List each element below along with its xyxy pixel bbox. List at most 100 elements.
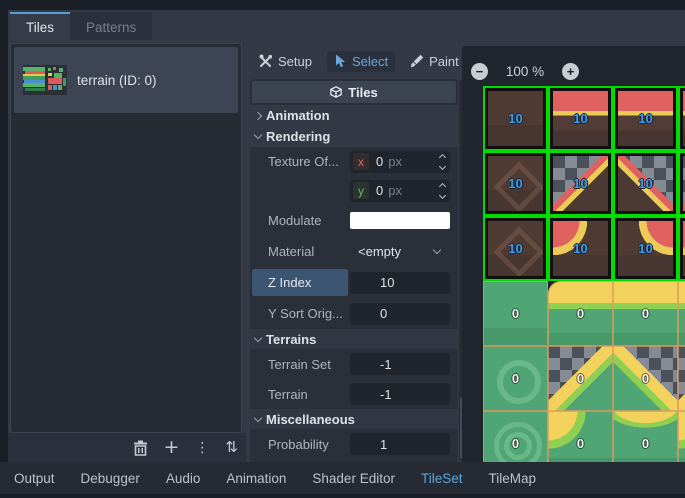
- source-tabbar: Tiles Patterns: [10, 12, 153, 40]
- chevron-down-icon: [253, 413, 263, 422]
- atlas-tile-r1-c2[interactable]: 10: [615, 153, 676, 214]
- bottom-tab-debugger[interactable]: Debugger: [80, 470, 140, 486]
- sources-toolbar: + ⋮ ⇅: [8, 433, 246, 462]
- probability-value: 1: [380, 436, 388, 452]
- step-up-icon: [438, 182, 447, 190]
- probability-field[interactable]: 1: [350, 433, 450, 455]
- atlas-viewport[interactable]: − 100 % + 101010101010101010101010000000…: [462, 46, 685, 462]
- inspector-header: Tiles: [252, 81, 456, 103]
- tile-alternative-id-label: 0: [576, 306, 585, 321]
- atlas-tile-r3-c1[interactable]: 0: [548, 281, 613, 346]
- terrain-label: Terrain: [268, 386, 308, 402]
- setup-tools-icon: [259, 54, 272, 67]
- tile-alternative-id-label: 10: [638, 241, 653, 256]
- atlas-tile-r5-c3[interactable]: 0: [678, 411, 685, 462]
- tile-alternative-id-label: 0: [511, 371, 520, 386]
- material-dropdown-chevron-icon: [432, 245, 442, 255]
- y-sort-origin-field[interactable]: 0: [350, 302, 450, 325]
- paint-brush-icon: [410, 54, 424, 68]
- atlas-grid[interactable]: 101010101010101010101010000000000000: [483, 86, 685, 462]
- material-dropdown[interactable]: <empty: [350, 241, 450, 263]
- tile-sources-list[interactable]: terrain (ID: 0): [10, 43, 242, 433]
- terrain-set-label: Terrain Set: [268, 356, 331, 372]
- modulate-color-swatch[interactable]: [350, 212, 450, 229]
- atlas-tile-r3-c0[interactable]: 0: [483, 281, 548, 346]
- tileset-thumbnail: [23, 65, 67, 95]
- bottom-tab-tilemap[interactable]: TileMap: [488, 470, 536, 486]
- bottom-tab-animation[interactable]: Animation: [226, 470, 287, 486]
- section-terrains[interactable]: Terrains: [250, 329, 458, 349]
- tile-alternative-id-label: 0: [576, 371, 585, 386]
- tile-inspector: Tiles Animation Rendering Texture Of... …: [250, 79, 458, 462]
- atlas-tile-r4-c2[interactable]: 0: [613, 346, 678, 411]
- source-item-terrain[interactable]: terrain (ID: 0): [14, 47, 238, 113]
- atlas-tile-r0-c2[interactable]: 10: [615, 88, 676, 149]
- atlas-tile-r0-c3[interactable]: 10: [680, 88, 685, 149]
- atlas-tile-r5-c1[interactable]: 0: [548, 411, 613, 462]
- bottom-tab-tileset[interactable]: TileSet: [420, 470, 463, 486]
- tab-patterns-label: Patterns: [86, 19, 137, 35]
- spinbox-stepper[interactable]: [438, 182, 447, 199]
- add-source-button[interactable]: +: [163, 436, 180, 458]
- row-material: Material <empty: [250, 236, 458, 267]
- atlas-tile-r1-c0[interactable]: 10: [485, 153, 546, 214]
- atlas-tile-r2-c2[interactable]: 10: [615, 218, 676, 279]
- bottom-tab-audio[interactable]: Audio: [165, 470, 201, 486]
- tile-alternative-id-label: 0: [678, 281, 685, 346]
- tab-tiles[interactable]: Tiles: [10, 12, 71, 40]
- section-miscellaneous-label: Miscellaneous: [266, 411, 355, 427]
- tile-alternative-id-label: 10: [508, 111, 523, 126]
- tile-alternative-id-label: 10: [573, 111, 588, 126]
- px-suffix: px: [388, 183, 402, 198]
- atlas-tile-r2-c0[interactable]: 10: [485, 218, 546, 279]
- row-terrain-set: Terrain Set -1: [250, 349, 458, 379]
- atlas-tile-r5-c0[interactable]: 0: [483, 411, 548, 462]
- bottom-tab-output[interactable]: Output: [14, 470, 55, 486]
- section-rendering-label: Rendering: [266, 129, 331, 144]
- section-rendering[interactable]: Rendering: [250, 126, 458, 147]
- section-miscellaneous[interactable]: Miscellaneous: [250, 409, 458, 429]
- zoom-in-button[interactable]: +: [562, 63, 579, 80]
- select-label: Select: [351, 53, 389, 69]
- x-axis-chip: x: [353, 153, 369, 170]
- bottom-bar: Output Debugger Audio Animation Shader Edito…: [0, 462, 685, 494]
- tile-alternative-id-label: 0: [576, 436, 585, 451]
- atlas-tile-r4-c0[interactable]: 0: [483, 346, 548, 411]
- texture-offset-x-spinbox[interactable]: x 0 px: [350, 150, 450, 173]
- atlas-tile-r1-c3[interactable]: 10: [680, 153, 685, 214]
- select-button[interactable]: Select: [326, 50, 396, 72]
- terrain-set-field[interactable]: -1: [350, 353, 450, 375]
- tab-patterns[interactable]: Patterns: [70, 12, 153, 40]
- tiles-cube-icon: [330, 86, 343, 98]
- atlas-tile-r3-c2[interactable]: 0: [613, 281, 678, 346]
- atlas-tile-r4-c1[interactable]: 0: [548, 346, 613, 411]
- atlas-tile-r0-c0[interactable]: 10: [485, 88, 546, 149]
- atlas-tile-r4-c3[interactable]: 0: [678, 346, 685, 411]
- delete-source-button[interactable]: [133, 439, 148, 457]
- paint-button[interactable]: Paint: [403, 51, 466, 72]
- atlas-tile-r1-c1[interactable]: 10: [550, 153, 611, 214]
- terrain-field[interactable]: -1: [350, 383, 450, 405]
- atlas-tile-r5-c2[interactable]: 0: [613, 411, 678, 462]
- zoom-out-button[interactable]: −: [471, 63, 488, 80]
- setup-label: Setup: [278, 53, 312, 69]
- atlas-tile-r0-c1[interactable]: 10: [550, 88, 611, 149]
- atlas-tile-r2-c3[interactable]: 10: [680, 218, 685, 279]
- source-menu-button[interactable]: ⋮: [195, 439, 210, 456]
- tile-alternative-id-label: 0: [641, 371, 650, 386]
- z-index-field[interactable]: 10: [350, 271, 450, 294]
- chevron-down-icon: [253, 333, 263, 342]
- spinbox-stepper[interactable]: [438, 153, 447, 170]
- sort-sources-button[interactable]: ⇅: [225, 438, 238, 456]
- section-animation[interactable]: Animation: [250, 105, 458, 126]
- atlas-tile-r3-c3[interactable]: 0: [678, 281, 685, 346]
- tile-alternative-id-label: 0: [678, 346, 685, 411]
- tile-alternative-id-label: 0: [641, 306, 650, 321]
- texture-offset-x-value: 0: [376, 154, 384, 169]
- atlas-tile-r2-c1[interactable]: 10: [550, 218, 611, 279]
- row-modulate: Modulate: [250, 205, 458, 236]
- setup-button[interactable]: Setup: [252, 51, 319, 72]
- texture-offset-y-spinbox[interactable]: y 0 px: [350, 179, 450, 202]
- z-index-label: Z Index: [268, 275, 312, 290]
- bottom-tab-shader-editor[interactable]: Shader Editor: [312, 470, 395, 486]
